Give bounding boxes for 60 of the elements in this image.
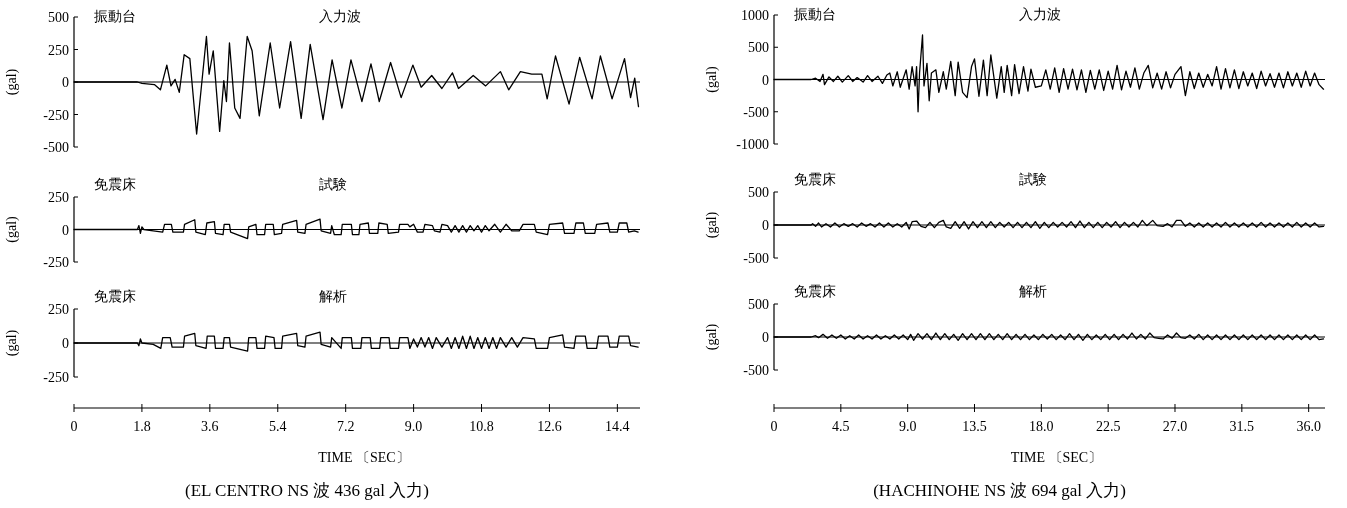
y-tick-label: -500 <box>743 363 769 378</box>
text: 免震床 <box>794 284 836 299</box>
y-tick-label: -250 <box>43 370 69 385</box>
x-tick-label: 3.6 <box>201 419 219 434</box>
x-tick-label: 10.8 <box>469 419 494 434</box>
text: 免震床 <box>794 172 836 187</box>
text: 試験 <box>1019 172 1047 187</box>
annotation: 振動台 <box>94 9 136 24</box>
x-tick-label: 9.0 <box>898 419 917 434</box>
y-axis-title: (gal) <box>704 323 720 351</box>
x-tick-label: 36.0 <box>1296 419 1321 434</box>
y-tick-label: 0 <box>762 218 769 233</box>
x-tick-label: 9.0 <box>404 419 423 434</box>
y-tick-label: 250 <box>48 42 69 58</box>
y-tick-label: -1000 <box>736 137 769 152</box>
x-tick-label: 18.0 <box>1029 419 1054 434</box>
text: 解析 <box>1019 284 1047 299</box>
annotation: 入力波 <box>319 9 361 24</box>
x-tick-label: 12.6 <box>537 419 562 434</box>
y-tick-label: 500 <box>748 297 769 312</box>
y-tick-label: 500 <box>748 40 769 56</box>
y-tick-label: 0 <box>62 75 69 90</box>
x-tick-label: 1.8 <box>133 419 151 434</box>
y-tick-label: 500 <box>748 185 769 200</box>
x-tick-label: 27.0 <box>1162 419 1188 434</box>
annotation: 入力波 <box>1019 7 1061 22</box>
y-axis-title: (gal) <box>4 68 20 96</box>
text: 試験 <box>319 177 347 192</box>
x-tick-label: 22.5 <box>1095 419 1121 434</box>
y-tick-label: -500 <box>743 104 769 120</box>
x-tick-label: 31.5 <box>1229 419 1255 434</box>
y-tick-label: -500 <box>43 140 69 155</box>
y-tick-label: 0 <box>762 72 769 88</box>
y-tick-label: 250 <box>48 302 69 317</box>
y-tick-label: 1000 <box>741 8 769 23</box>
text: (EL CENTRO NS 波 436 gal 入力) <box>185 481 429 500</box>
y-tick-label: 500 <box>48 10 69 25</box>
x-axis-title: TIME 〔SEC〕 <box>1010 450 1103 465</box>
y-tick-label: 0 <box>62 336 69 351</box>
annotation: 振動台 <box>794 7 836 22</box>
text: 免震床 <box>94 177 136 192</box>
y-axis-title: (gal) <box>704 65 720 93</box>
y-tick-label: -250 <box>43 255 69 270</box>
y-axis-title: (gal) <box>704 211 720 239</box>
y-tick-label: 0 <box>762 330 769 345</box>
x-tick-label: 13.5 <box>962 419 987 434</box>
text: 解析 <box>319 289 347 304</box>
x-axis-title: TIME 〔SEC〕 <box>318 450 410 465</box>
y-axis-title: (gal) <box>4 215 20 243</box>
y-tick-label: -250 <box>43 107 69 123</box>
y-axis-title: (gal) <box>4 329 20 357</box>
x-tick-label: 7.2 <box>336 419 355 434</box>
y-tick-label: 0 <box>62 222 69 238</box>
text: 免震床 <box>94 289 136 304</box>
x-tick-label: 14.4 <box>605 419 630 434</box>
x-tick-label: 4.5 <box>832 419 850 434</box>
y-tick-label: -500 <box>743 251 769 266</box>
y-tick-label: 250 <box>48 190 69 205</box>
text: (HACHINOHE NS 波 694 gal 入力) <box>873 481 1126 500</box>
x-tick-label: 5.4 <box>269 419 287 434</box>
